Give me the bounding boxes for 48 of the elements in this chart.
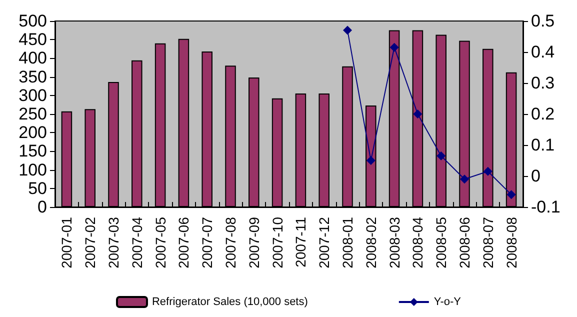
y2-tick-label: 0.2 (531, 104, 555, 124)
x-tick-label: 2007-07 (199, 216, 216, 268)
x-tick-label: 2007-06 (176, 216, 192, 268)
y-tick-label: 500 (18, 12, 47, 30)
x-tick-label: 2007-04 (128, 216, 145, 268)
x-tick-label: 2008-07 (480, 216, 496, 268)
legend-label: Refrigerator Sales (10,000 sets) (152, 296, 308, 308)
y2-tick-label: 0.1 (531, 136, 555, 154)
x-tick-label: 2007-08 (222, 216, 238, 268)
x-tick-label: 2008-08 (503, 216, 520, 268)
x-tick-label: 2007-09 (246, 216, 262, 268)
y-tick-label: 300 (18, 86, 47, 105)
point (343, 26, 352, 35)
x-tick-label: 2008-03 (386, 216, 402, 268)
y-tick-label: 50 (28, 178, 47, 198)
x-tick-label: 2008-01 (340, 216, 356, 268)
y-tick-label: 400 (18, 48, 47, 68)
x-tick-label: 2008-02 (362, 216, 379, 268)
y-tick-label: 0 (38, 198, 47, 216)
point (436, 151, 446, 160)
y-tick-label: 100 (18, 160, 47, 180)
point (483, 166, 492, 176)
x-tick-label: 2007-02 (82, 216, 98, 268)
y-tick-label: 450 (18, 30, 47, 50)
x-tick-label: 2007-12 (316, 216, 332, 268)
point (506, 190, 516, 200)
y2-tick-label: 0 (531, 166, 540, 186)
y2-tick-label: 0.5 (531, 12, 555, 30)
point (366, 156, 376, 165)
point (390, 42, 399, 52)
legend-label: Y-o-Y (434, 296, 462, 308)
y-tick-label: 150 (18, 142, 47, 161)
y-tick-label: 250 (18, 104, 47, 124)
x-tick-label: 2007-11 (292, 216, 309, 268)
point (413, 110, 422, 118)
x-tick-label: 2008-06 (456, 216, 472, 268)
y-tick-label: 350 (18, 67, 47, 86)
y2-tick-label: 0.4 (531, 42, 555, 62)
x-tick-label: 2007-10 (269, 216, 286, 268)
x-tick-label: 2007-01 (58, 216, 75, 268)
x-tick-label: 2008-05 (433, 216, 450, 268)
point (460, 174, 469, 184)
y2-tick-label: 0.3 (531, 74, 555, 92)
x-tick-label: 2007-03 (106, 216, 122, 268)
y-tick-label: 200 (18, 123, 47, 142)
x-tick-label: 2007-05 (152, 216, 168, 268)
x-tick-label: 2008-04 (410, 216, 426, 268)
y2-tick-label: -0.1 (531, 198, 560, 216)
